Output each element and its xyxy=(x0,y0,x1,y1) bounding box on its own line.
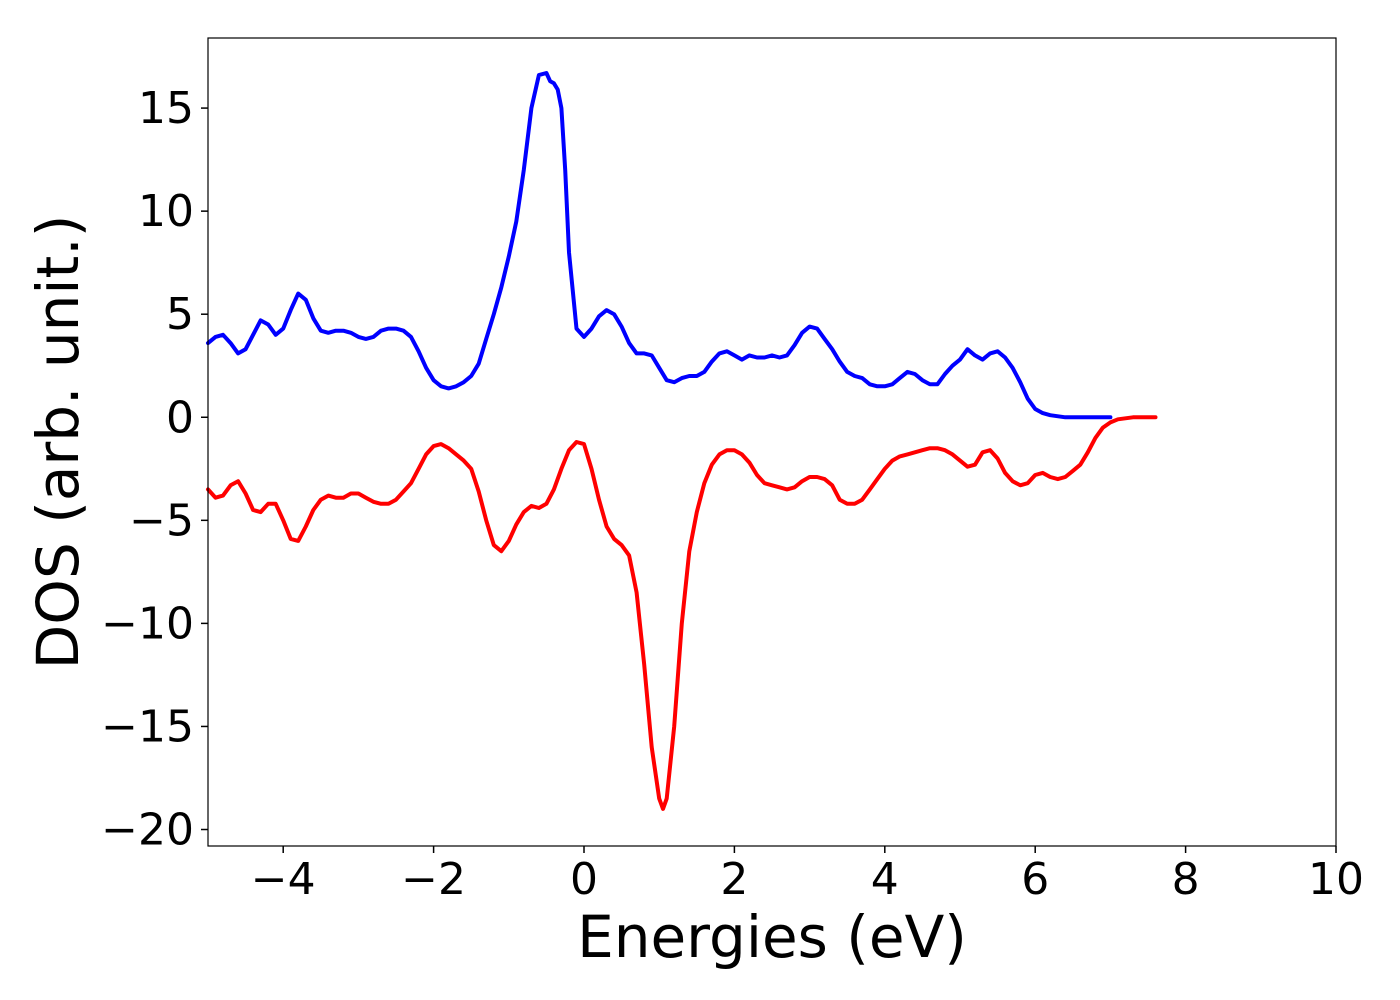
y-axis-label: DOS (arb. unit.) xyxy=(24,215,92,670)
x-tick-label: 10 xyxy=(1308,854,1364,905)
x-tick-label: 8 xyxy=(1172,854,1200,905)
y-tick-label: 10 xyxy=(138,186,194,237)
x-tick-label: 6 xyxy=(1021,854,1049,905)
x-tick-label: 0 xyxy=(570,854,598,905)
series-line-0 xyxy=(206,71,1113,420)
x-tick-label: −2 xyxy=(401,854,466,905)
y-tick-label: −20 xyxy=(101,805,194,856)
y-tick-label: 0 xyxy=(166,392,194,443)
y-tick-label: −15 xyxy=(101,701,194,752)
y-tick-label: −5 xyxy=(129,495,194,546)
x-axis-label: Energies (eV) xyxy=(577,903,967,971)
y-tick-label: 15 xyxy=(138,83,194,134)
y-tick-label: −10 xyxy=(101,598,194,649)
series-layer xyxy=(206,71,1158,811)
x-tick-label: −4 xyxy=(251,854,316,905)
y-axis-ticks: 15 10 5 0 −5 −10 −15 −20 xyxy=(101,83,208,856)
x-tick-label: 2 xyxy=(720,854,748,905)
x-axis-ticks: −4 −2 0 2 4 6 8 10 xyxy=(251,846,1364,905)
plot-frame xyxy=(207,37,1337,847)
y-tick-label: 5 xyxy=(166,289,194,340)
x-tick-label: 4 xyxy=(871,854,899,905)
series-line-1 xyxy=(206,415,1158,811)
